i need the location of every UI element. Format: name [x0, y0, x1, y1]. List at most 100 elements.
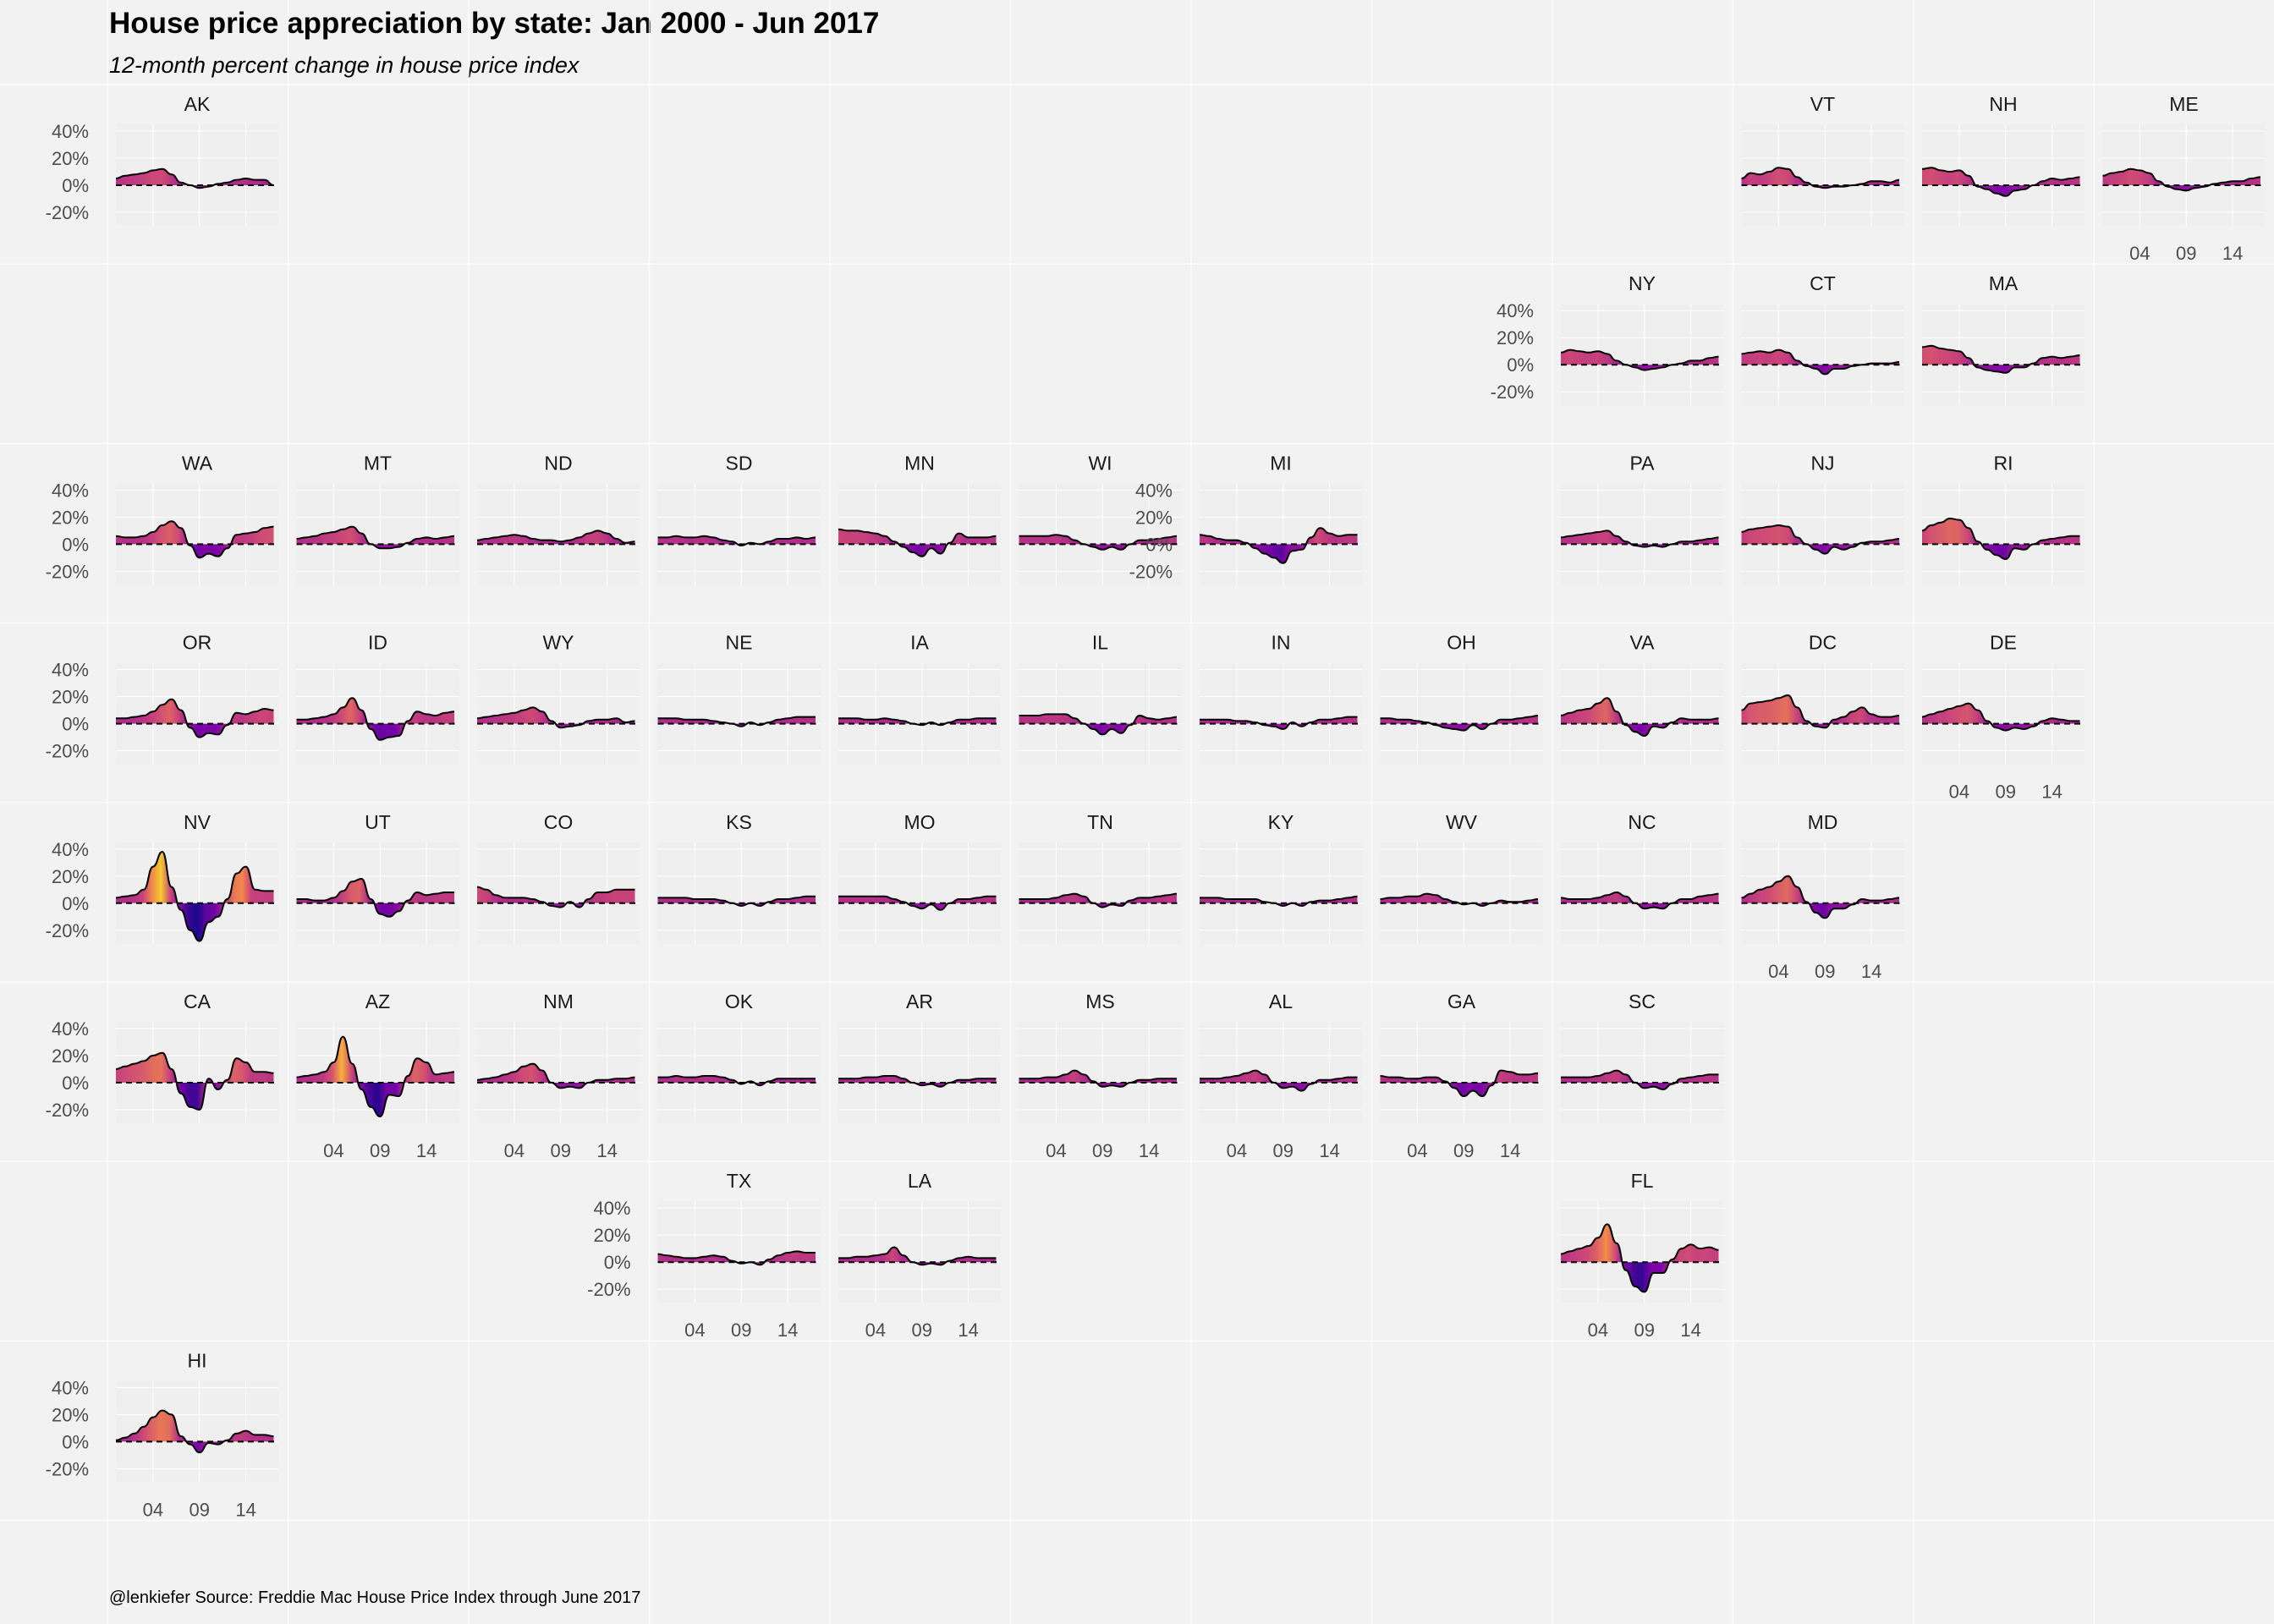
- facet-label: ID: [368, 632, 387, 654]
- area-pa: [1561, 530, 1719, 547]
- facet-al: AL 04 09 14: [1200, 990, 1362, 1161]
- x-tick-label: 09: [1092, 1140, 1112, 1161]
- area-tx: [657, 1251, 816, 1265]
- panel-background: [1019, 483, 1182, 585]
- line-ma: [1921, 344, 2080, 374]
- area-nj: [1741, 525, 1900, 554]
- facet-label: MD: [1808, 811, 1838, 833]
- x-tick-label: 14: [1139, 1140, 1159, 1161]
- x-tick-label: 04: [1227, 1140, 1247, 1161]
- line-fl: [1560, 1223, 1719, 1293]
- area-ny: [1561, 349, 1719, 370]
- facet-label: HI: [188, 1349, 207, 1371]
- facet-nh: NH: [1921, 93, 2084, 226]
- x-tick-label: 04: [323, 1140, 343, 1161]
- facet-mn: MN: [838, 452, 1001, 585]
- y-tick-label: 0%: [62, 175, 89, 196]
- facet-label: VA: [1630, 632, 1656, 654]
- panel-background: [1561, 842, 1723, 944]
- facet-label: RI: [1994, 452, 2013, 474]
- y-tick-label: 40%: [52, 121, 89, 142]
- facet-label: TX: [727, 1170, 751, 1192]
- area-nd: [477, 530, 635, 545]
- facet-sc: SC: [1561, 990, 1723, 1123]
- facet-de: DE 04 09 14: [1921, 632, 2084, 803]
- facet-label: CO: [544, 811, 574, 833]
- y-tick-label: 40%: [1497, 300, 1534, 321]
- facet-ca: CA 40% 20% 0% -20%: [46, 990, 278, 1123]
- x-tick-label: 04: [1949, 782, 1969, 803]
- chart-caption: @lenkiefer Source: Freddie Mac House Pri…: [109, 1588, 641, 1607]
- facet-label: MA: [1989, 272, 2019, 294]
- area-id: [296, 698, 455, 740]
- panel-background: [1019, 1022, 1182, 1123]
- x-tick-label: 09: [551, 1140, 571, 1161]
- facet-label: SC: [1629, 990, 1656, 1012]
- facet-la: LA 04 09 14: [838, 1170, 1001, 1341]
- area-sd: [657, 535, 816, 546]
- facet-hi: HI 40% 20% 0% -20% 04 09 14: [46, 1349, 278, 1520]
- facet-label: WV: [1446, 811, 1478, 833]
- y-tick-label: 40%: [52, 480, 89, 501]
- y-tick-label: 0%: [62, 534, 89, 555]
- facet-label: AR: [906, 990, 933, 1012]
- y-tick-label: 20%: [52, 1045, 89, 1067]
- line-wi: [1019, 534, 1178, 551]
- facet-label: NC: [1628, 811, 1656, 833]
- facet-nj: NJ: [1741, 452, 1904, 585]
- facet-label: OR: [183, 632, 212, 654]
- facet-label: WA: [182, 452, 213, 474]
- line-la: [838, 1246, 997, 1266]
- x-tick-label: 14: [1500, 1140, 1520, 1161]
- line-mi: [1199, 527, 1358, 564]
- panel-background: [1561, 1022, 1723, 1123]
- facet-label: PA: [1630, 452, 1656, 474]
- facet-label: NH: [1989, 93, 2017, 115]
- area-mn: [838, 529, 997, 557]
- x-tick-label: 14: [596, 1140, 617, 1161]
- line-ak: [115, 167, 274, 189]
- facet-label: LA: [908, 1170, 932, 1192]
- facet-nd: ND: [476, 452, 640, 585]
- area-nh: [1922, 167, 2080, 196]
- panel-background: [1019, 662, 1182, 765]
- line-az: [296, 1035, 455, 1118]
- panel-background: [296, 842, 459, 944]
- area-az: [296, 1036, 455, 1116]
- line-ky: [1199, 895, 1358, 908]
- line-ms: [1019, 1069, 1178, 1088]
- panel-background: [477, 1022, 640, 1123]
- facet-wa: WA 40% 20% 0% -20%: [46, 452, 278, 585]
- panel-background: [838, 662, 1001, 765]
- panel-background: [1019, 842, 1182, 944]
- y-tick-label: -20%: [1491, 381, 1534, 403]
- panel-background: [838, 1201, 1001, 1303]
- line-nc: [1560, 891, 1719, 910]
- y-tick-label: 40%: [52, 1377, 89, 1398]
- y-tick-label: 0%: [62, 893, 89, 914]
- line-mo: [838, 895, 997, 911]
- facet-md: MD 04 09 14: [1741, 811, 1904, 982]
- y-tick-label: 0%: [62, 1073, 89, 1094]
- area-ut: [296, 879, 455, 917]
- panel-background: [657, 483, 821, 585]
- y-tick-label: 20%: [52, 1404, 89, 1425]
- x-tick-label: 09: [190, 1499, 210, 1520]
- chart-title: House price appreciation by state: Jan 2…: [109, 7, 880, 40]
- area-la: [838, 1247, 997, 1265]
- x-tick-label: 09: [731, 1320, 751, 1341]
- y-tick-label: 20%: [52, 507, 89, 528]
- panel-background: [1200, 1022, 1362, 1123]
- x-tick-label: 04: [1046, 1140, 1066, 1161]
- y-tick-label: 0%: [62, 714, 89, 735]
- line-al: [1200, 1069, 1358, 1092]
- x-tick-label: 04: [1768, 961, 1788, 982]
- facet-ne: NE: [657, 632, 821, 765]
- area-nm: [477, 1063, 635, 1089]
- facet-or: OR 40% 20% 0% -20%: [46, 632, 278, 765]
- x-tick-label: 14: [777, 1320, 798, 1341]
- line-wa: [115, 520, 274, 559]
- facet-label: ND: [544, 452, 572, 474]
- facet-label: GA: [1447, 990, 1476, 1012]
- facet-ga: GA 04 09 14: [1380, 990, 1543, 1161]
